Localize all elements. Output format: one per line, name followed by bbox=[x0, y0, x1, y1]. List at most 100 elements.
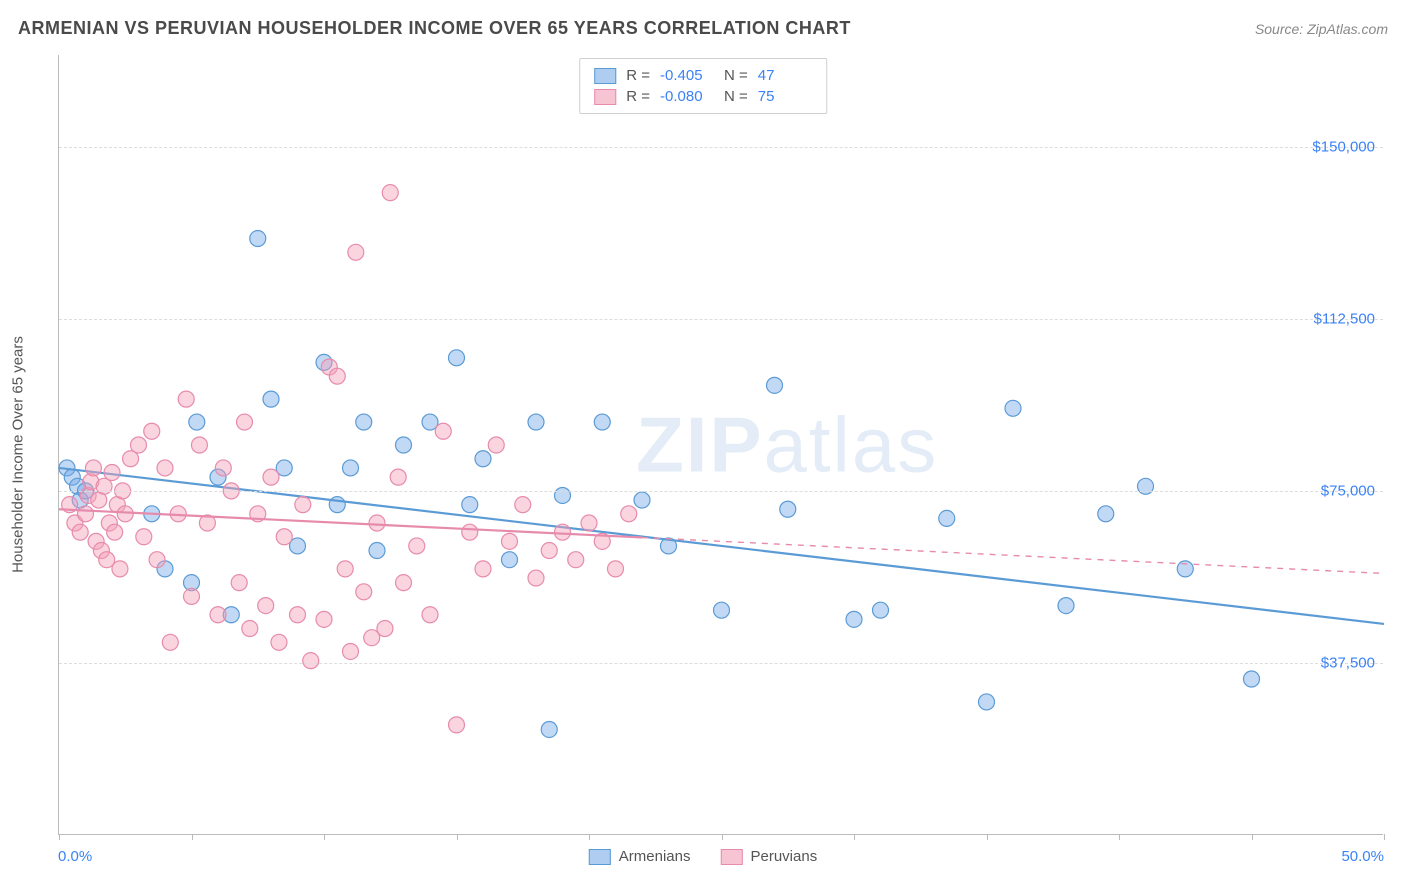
scatter-point bbox=[276, 529, 292, 545]
scatter-point bbox=[475, 451, 491, 467]
x-tick-mark bbox=[59, 834, 60, 840]
x-tick-mark bbox=[1252, 834, 1253, 840]
gridline bbox=[59, 319, 1383, 320]
scatter-point bbox=[634, 492, 650, 508]
scatter-point bbox=[290, 607, 306, 623]
scatter-point bbox=[1138, 478, 1154, 494]
scatter-point bbox=[104, 465, 120, 481]
scatter-point bbox=[1058, 598, 1074, 614]
scatter-point bbox=[409, 538, 425, 554]
scatter-point bbox=[528, 570, 544, 586]
legend-label: Armenians bbox=[619, 848, 691, 865]
r-value: -0.080 bbox=[660, 88, 714, 105]
scatter-point bbox=[162, 634, 178, 650]
y-tick-label: $75,000 bbox=[1321, 482, 1375, 499]
y-tick-label: $112,500 bbox=[1314, 310, 1375, 327]
scatter-point bbox=[131, 437, 147, 453]
scatter-point bbox=[117, 506, 133, 522]
scatter-point bbox=[396, 437, 412, 453]
scatter-point bbox=[541, 721, 557, 737]
scatter-point bbox=[271, 634, 287, 650]
scatter-point bbox=[263, 391, 279, 407]
scatter-point bbox=[85, 460, 101, 476]
scatter-point bbox=[112, 561, 128, 577]
scatter-point bbox=[462, 497, 478, 513]
y-tick-label: $150,000 bbox=[1312, 138, 1375, 155]
scatter-point bbox=[356, 584, 372, 600]
scatter-point bbox=[502, 533, 518, 549]
r-label: R = bbox=[626, 88, 650, 105]
scatter-point bbox=[555, 524, 571, 540]
scatter-point bbox=[303, 653, 319, 669]
x-tick-mark bbox=[192, 834, 193, 840]
scatter-point bbox=[390, 469, 406, 485]
x-min-label: 0.0% bbox=[58, 848, 92, 865]
plot-area: ZIPatlas $37,500$75,000$112,500$150,000 bbox=[58, 55, 1383, 835]
swatch-icon bbox=[594, 89, 616, 105]
chart-title: ARMENIAN VS PERUVIAN HOUSEHOLDER INCOME … bbox=[18, 18, 851, 39]
n-value: 75 bbox=[758, 88, 812, 105]
scatter-point bbox=[343, 460, 359, 476]
scatter-point bbox=[594, 414, 610, 430]
scatter-point bbox=[422, 607, 438, 623]
scatter-point bbox=[449, 717, 465, 733]
scatter-point bbox=[780, 501, 796, 517]
scatter-point bbox=[435, 423, 451, 439]
scatter-point bbox=[568, 552, 584, 568]
scatter-point bbox=[846, 611, 862, 627]
correlation-legend: R = -0.405 N = 47 R = -0.080 N = 75 bbox=[579, 58, 827, 114]
scatter-point bbox=[144, 423, 160, 439]
n-label: N = bbox=[724, 67, 748, 84]
scatter-point bbox=[250, 231, 266, 247]
swatch-icon bbox=[721, 849, 743, 865]
x-tick-mark bbox=[324, 834, 325, 840]
scatter-point bbox=[382, 185, 398, 201]
scatter-point bbox=[1098, 506, 1114, 522]
x-tick-mark bbox=[722, 834, 723, 840]
scatter-point bbox=[528, 414, 544, 430]
trend-line-extrapolated bbox=[642, 537, 1384, 573]
scatter-point bbox=[189, 414, 205, 430]
r-label: R = bbox=[626, 67, 650, 84]
scatter-point bbox=[78, 506, 94, 522]
scatter-point bbox=[107, 524, 123, 540]
scatter-point bbox=[1244, 671, 1260, 687]
scatter-point bbox=[515, 497, 531, 513]
x-tick-mark bbox=[1119, 834, 1120, 840]
scatter-point bbox=[979, 694, 995, 710]
plot-svg bbox=[59, 55, 1383, 834]
scatter-point bbox=[295, 497, 311, 513]
scatter-point bbox=[191, 437, 207, 453]
scatter-point bbox=[231, 575, 247, 591]
scatter-point bbox=[475, 561, 491, 577]
legend-label: Peruvians bbox=[751, 848, 818, 865]
correlation-row-0: R = -0.405 N = 47 bbox=[594, 65, 812, 86]
gridline bbox=[59, 491, 1383, 492]
scatter-point bbox=[449, 350, 465, 366]
scatter-point bbox=[581, 515, 597, 531]
scatter-point bbox=[72, 524, 88, 540]
swatch-icon bbox=[594, 68, 616, 84]
scatter-point bbox=[502, 552, 518, 568]
chart-container: ARMENIAN VS PERUVIAN HOUSEHOLDER INCOME … bbox=[0, 0, 1406, 892]
title-bar: ARMENIAN VS PERUVIAN HOUSEHOLDER INCOME … bbox=[18, 18, 1388, 39]
scatter-point bbox=[377, 621, 393, 637]
n-label: N = bbox=[724, 88, 748, 105]
source-label: Source: ZipAtlas.com bbox=[1255, 21, 1388, 37]
scatter-point bbox=[462, 524, 478, 540]
series-legend: Armenians Peruvians bbox=[589, 848, 817, 865]
scatter-point bbox=[258, 598, 274, 614]
scatter-point bbox=[337, 561, 353, 577]
scatter-point bbox=[136, 529, 152, 545]
scatter-point bbox=[215, 460, 231, 476]
scatter-point bbox=[488, 437, 504, 453]
scatter-point bbox=[343, 643, 359, 659]
scatter-point bbox=[396, 575, 412, 591]
x-tick-mark bbox=[854, 834, 855, 840]
scatter-point bbox=[873, 602, 889, 618]
scatter-point bbox=[608, 561, 624, 577]
scatter-point bbox=[263, 469, 279, 485]
scatter-point bbox=[329, 368, 345, 384]
scatter-point bbox=[541, 543, 557, 559]
legend-item-0: Armenians bbox=[589, 848, 691, 865]
